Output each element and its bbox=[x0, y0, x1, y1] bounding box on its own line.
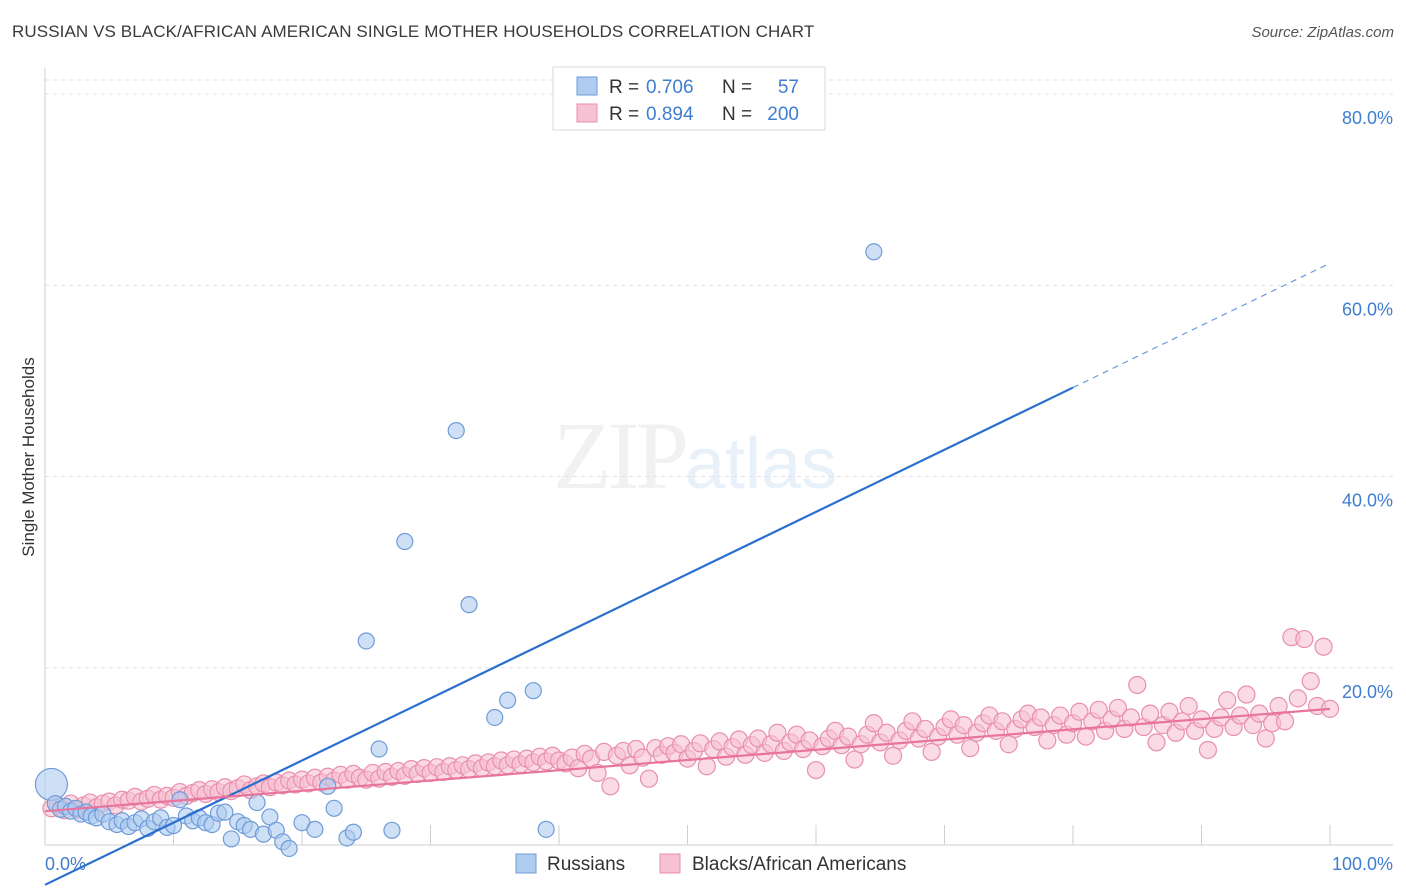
point-blacks bbox=[1128, 675, 1147, 695]
point-blacks bbox=[1301, 672, 1320, 691]
point-russians bbox=[222, 830, 240, 848]
source-label: Source: ZipAtlas.com bbox=[1251, 24, 1394, 41]
grid-layer bbox=[45, 79, 1393, 669]
legend-r-value: 0.706 bbox=[646, 77, 694, 98]
point-blacks bbox=[1160, 702, 1179, 721]
point-blacks bbox=[1121, 708, 1140, 727]
point-russians bbox=[486, 708, 504, 727]
point-russians bbox=[499, 691, 517, 709]
legend-n-value: 200 bbox=[767, 104, 799, 125]
point-blacks bbox=[633, 748, 652, 767]
watermark-zip: ZIP bbox=[553, 402, 689, 509]
legend-n-value: 57 bbox=[778, 77, 799, 98]
point-russians bbox=[248, 793, 266, 812]
point-russians bbox=[319, 777, 337, 795]
point-blacks bbox=[1237, 685, 1256, 704]
legend-r-label: R = bbox=[609, 77, 639, 98]
point-blacks bbox=[601, 777, 620, 796]
point-blacks bbox=[1076, 727, 1095, 746]
bottom-legend-russians: Russians bbox=[547, 854, 625, 875]
point-russians bbox=[460, 596, 478, 614]
point-blacks bbox=[1038, 731, 1057, 750]
trend-lines bbox=[44, 262, 1331, 886]
russians-points bbox=[34, 243, 883, 858]
watermark: ZIPatlas bbox=[553, 400, 837, 511]
legend-r-value: 0.894 bbox=[646, 104, 694, 125]
point-blacks bbox=[639, 769, 659, 788]
point-blacks bbox=[1070, 702, 1089, 721]
point-blacks bbox=[961, 738, 980, 758]
point-blacks bbox=[1314, 637, 1333, 656]
legend-n-label: N = bbox=[722, 77, 752, 98]
legend: R = 0.706 N = 57 R = 0.894 N = 200 bbox=[552, 66, 826, 131]
point-blacks bbox=[1198, 740, 1218, 760]
legend-n-label: N = bbox=[722, 104, 752, 125]
point-blacks bbox=[1218, 691, 1237, 710]
point-blacks bbox=[845, 750, 864, 769]
point-russians bbox=[865, 243, 883, 261]
point-russians bbox=[447, 422, 465, 440]
x-tick-label: 100.0% bbox=[1332, 854, 1393, 874]
y-tick-label: 40.0% bbox=[1342, 491, 1393, 511]
point-blacks bbox=[697, 757, 716, 776]
watermark-atlas: atlas bbox=[685, 424, 838, 504]
point-russians bbox=[216, 803, 234, 821]
point-blacks bbox=[1147, 733, 1166, 752]
point-blacks bbox=[588, 763, 607, 783]
y-tick-label: 20.0% bbox=[1342, 682, 1393, 702]
point-blacks bbox=[922, 742, 941, 762]
point-blacks bbox=[806, 760, 826, 780]
trend-russians-extension bbox=[1072, 262, 1331, 389]
point-blacks bbox=[1295, 629, 1314, 649]
chart-title: RUSSIAN VS BLACK/AFRICAN AMERICAN SINGLE… bbox=[12, 22, 815, 41]
point-blacks bbox=[1288, 689, 1307, 708]
point-russians bbox=[280, 839, 298, 858]
point-russians bbox=[306, 820, 324, 838]
point-russians bbox=[357, 632, 375, 650]
x-tick-label: 0.0% bbox=[45, 854, 86, 874]
point-russians bbox=[396, 532, 414, 551]
trend-blacks bbox=[44, 707, 1331, 813]
point-russians bbox=[344, 823, 362, 841]
tick-labels: 20.0% 40.0% 60.0% 80.0% 0.0% 100.0% bbox=[45, 108, 1393, 874]
point-blacks bbox=[1275, 712, 1295, 731]
bottom-legend-blacks: Blacks/African Americans bbox=[692, 854, 906, 875]
y-axis-label: Single Mother Households bbox=[19, 357, 38, 556]
point-blacks bbox=[1179, 696, 1198, 716]
legend-box bbox=[552, 66, 826, 131]
point-blacks bbox=[1256, 729, 1275, 748]
legend-swatch-blacks bbox=[576, 103, 598, 123]
bottom-legend-swatch-russians bbox=[515, 853, 537, 874]
blacks-points bbox=[42, 628, 1340, 820]
trend-russians bbox=[44, 386, 1074, 886]
legend-r-label: R = bbox=[609, 104, 639, 125]
point-russians bbox=[370, 740, 388, 758]
point-blacks bbox=[864, 714, 883, 733]
bottom-legend: Russians Blacks/African Americans bbox=[515, 853, 906, 875]
point-russians bbox=[34, 767, 69, 802]
point-russians bbox=[537, 820, 555, 838]
y-tick-label: 80.0% bbox=[1342, 108, 1393, 128]
bottom-legend-swatch-blacks bbox=[659, 853, 681, 874]
point-russians bbox=[325, 799, 343, 817]
point-blacks bbox=[883, 746, 903, 765]
y-tick-label: 60.0% bbox=[1342, 299, 1393, 319]
point-blacks bbox=[1108, 698, 1128, 718]
point-blacks bbox=[768, 723, 787, 742]
point-blacks bbox=[999, 735, 1018, 754]
legend-swatch-russians bbox=[576, 76, 598, 96]
point-russians bbox=[524, 682, 542, 700]
point-blacks bbox=[1269, 696, 1288, 716]
point-blacks bbox=[1089, 700, 1108, 719]
point-russians bbox=[383, 821, 401, 839]
